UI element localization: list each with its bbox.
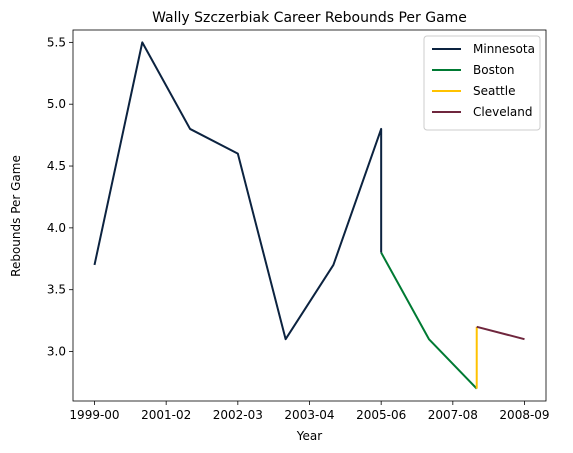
y-tick-label: 4.5 (47, 159, 66, 173)
legend-label-minnesota: Minnesota (473, 42, 535, 56)
y-axis-title: Rebounds Per Game (9, 155, 23, 277)
chart-title: Wally Szczerbiak Career Rebounds Per Gam… (152, 10, 467, 26)
legend-box (423, 35, 541, 131)
legend-label-seattle: Seattle (473, 84, 515, 98)
legend-label-boston: Boston (473, 63, 514, 77)
x-axis: 1999-00 2001-02 2002-03 2003-04 2005-06 2007-… (69, 401, 550, 422)
x-tick-label: 2007-08 (428, 408, 478, 422)
x-axis-title: Year (296, 429, 322, 443)
y-axis: 3.0 3.5 4.0 4.5 5.0 5.5 (47, 35, 73, 359)
x-tick-label: 2003-04 (284, 408, 334, 422)
legend: Minnesota Boston Seattle Cleveland (423, 35, 541, 131)
x-tick-label: 2005-06 (356, 408, 406, 422)
series-line-cleveland (476, 325, 525, 341)
y-tick-label: 3.5 (47, 283, 66, 297)
x-tick-label: 1999-00 (69, 408, 119, 422)
legend-label-cleveland: Cleveland (473, 105, 533, 119)
x-tick-label: 2008-09 (499, 408, 549, 422)
series-line-boston (380, 252, 478, 390)
x-tick-label: 2002-03 (213, 408, 263, 422)
y-tick-label: 5.0 (47, 97, 66, 111)
y-tick-label: 3.0 (47, 345, 66, 359)
x-tick-label: 2001-02 (141, 408, 191, 422)
y-tick-label: 5.5 (47, 35, 66, 49)
series-layer (93, 41, 525, 390)
y-tick-label: 4.0 (47, 221, 66, 235)
series-line-minnesota (93, 41, 383, 341)
